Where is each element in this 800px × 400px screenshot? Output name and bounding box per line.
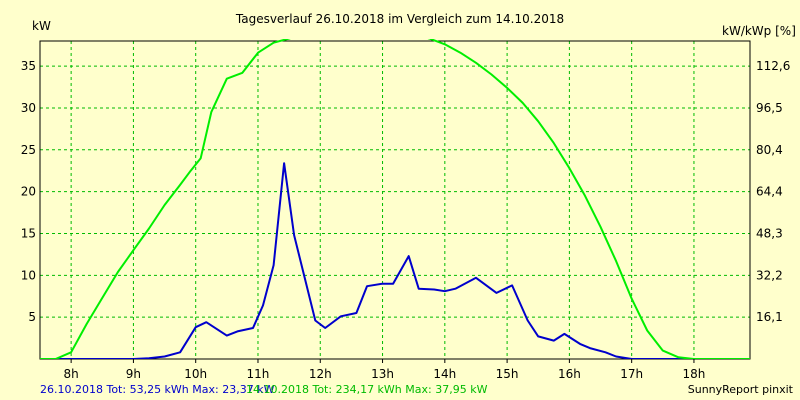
x-tick-label: 13h — [371, 367, 394, 381]
y-tick-label-right: 32,2 — [756, 268, 783, 282]
labels-layer: Tagesverlauf 26.10.2018 im Vergleich zum… — [21, 12, 796, 396]
x-tick-label: 17h — [620, 367, 643, 381]
x-tick-label: 15h — [496, 367, 519, 381]
series-line-2 — [40, 39, 750, 359]
y-tick-label-left: 30 — [21, 101, 36, 115]
y-tick-label-left: 15 — [21, 226, 36, 240]
x-tick-label: 10h — [184, 367, 207, 381]
y-tick-label-right: 64,4 — [756, 185, 783, 199]
x-tick-label: 18h — [683, 367, 706, 381]
y-tick-label-left: 25 — [21, 143, 36, 157]
series-line-1 — [40, 162, 750, 359]
y-tick-label-left: 5 — [28, 310, 36, 324]
y-axis-label-left: kW — [32, 19, 51, 33]
x-tick-label: 16h — [558, 367, 581, 381]
plot-frame — [39, 40, 751, 360]
y-tick-label-right: 80,4 — [756, 143, 783, 157]
y-axis-label-right: kW/kWp [%] — [722, 24, 796, 38]
axes-layer — [39, 40, 751, 363]
x-tick-label: 14h — [433, 367, 456, 381]
grid-layer — [40, 41, 750, 359]
x-tick-label: 11h — [247, 367, 270, 381]
x-tick-label: 9h — [126, 367, 141, 381]
x-tick-label: 12h — [309, 367, 332, 381]
y-tick-label-left: 35 — [21, 59, 36, 73]
chart-title: Tagesverlauf 26.10.2018 im Vergleich zum… — [235, 12, 564, 26]
y-tick-label-left: 20 — [21, 185, 36, 199]
y-tick-label-right: 48,3 — [756, 226, 783, 240]
footer-series-1: 26.10.2018 Tot: 53,25 kWh Max: 23,37 kW — [40, 383, 275, 396]
y-tick-label-right: 96,5 — [756, 101, 783, 115]
y-tick-label-left: 10 — [21, 268, 36, 282]
footer-series-2: 14.10.2018 Tot: 234,17 kWh Max: 37,95 kW — [246, 383, 488, 396]
x-tick-label: 8h — [64, 367, 79, 381]
series-layer — [40, 39, 750, 359]
y-tick-label-right: 16,1 — [756, 310, 783, 324]
y-tick-label-right: 112,6 — [756, 59, 790, 73]
footer-credit: SunnyReport pinxit — [688, 383, 794, 396]
